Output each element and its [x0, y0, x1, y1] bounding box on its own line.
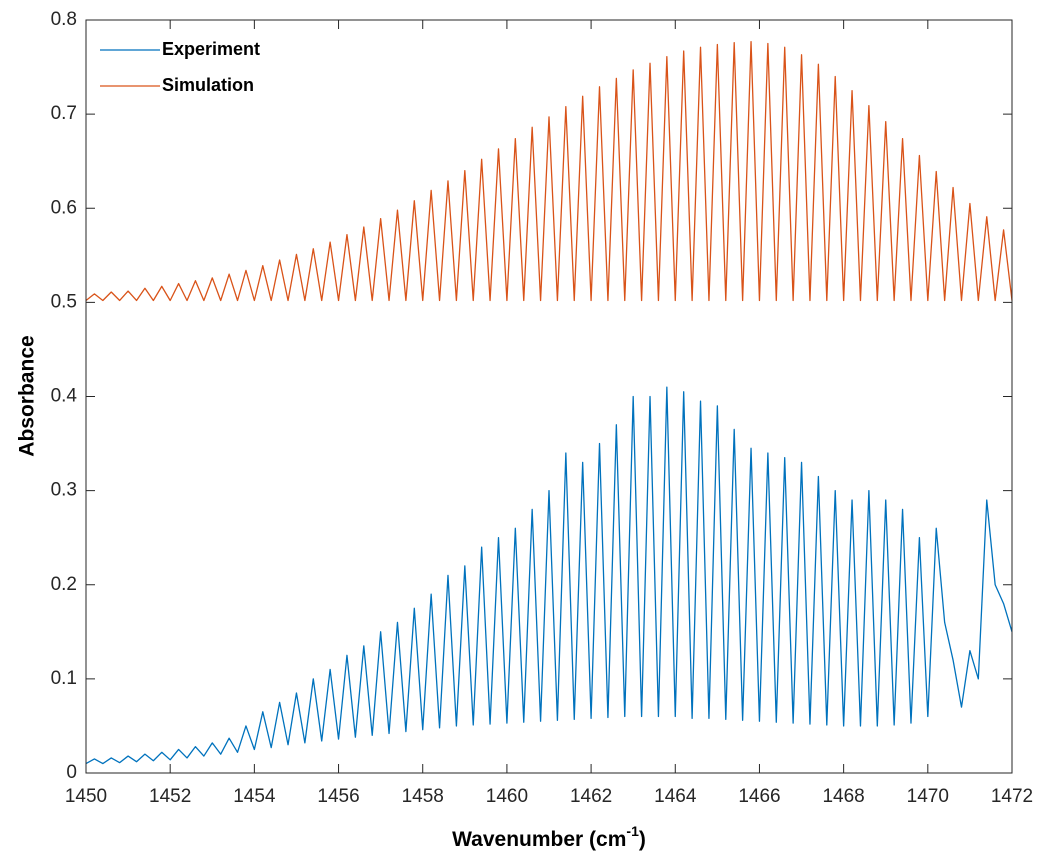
- y-tick-label: 0.4: [51, 386, 78, 407]
- x-tick-label: 1466: [738, 786, 780, 807]
- legend-label: Experiment: [162, 39, 260, 59]
- x-tick-label: 1468: [822, 786, 864, 807]
- x-tick-label: 1454: [233, 786, 276, 807]
- y-tick-label: 0.3: [51, 480, 77, 501]
- legend-label: Simulation: [162, 75, 254, 95]
- y-tick-label: 0.6: [51, 197, 77, 218]
- y-tick-label: 0.7: [51, 103, 77, 124]
- data-line: [85, 386, 1013, 765]
- x-tick-label: 1472: [991, 786, 1033, 807]
- x-axis-label: Wavenumber (cm-1): [452, 823, 646, 851]
- x-tick-label: 1462: [570, 786, 612, 807]
- x-tick-label: 1464: [654, 786, 697, 807]
- y-tick-label: 0.5: [51, 291, 77, 312]
- x-axis-label-sup: -1: [626, 823, 639, 839]
- x-tick-label: 1456: [317, 786, 359, 807]
- y-tick-label: 0.2: [51, 574, 77, 595]
- x-tick-label: 1452: [149, 786, 191, 807]
- x-tick-label: 1460: [486, 786, 528, 807]
- x-axis-label-end: ): [639, 828, 646, 851]
- y-tick-label: 0: [66, 762, 77, 783]
- x-tick-label: 1458: [402, 786, 444, 807]
- plot-area: [86, 20, 1012, 773]
- y-axis-label: Absorbance: [16, 335, 39, 456]
- x-tick-label: 1470: [907, 786, 949, 807]
- data-line: [85, 41, 1013, 302]
- y-tick-label: 0.8: [51, 9, 77, 30]
- y-tick-label: 0.1: [51, 668, 77, 689]
- x-tick-label: 1450: [65, 786, 107, 807]
- x-axis-label-text: Wavenumber (cm: [452, 828, 626, 851]
